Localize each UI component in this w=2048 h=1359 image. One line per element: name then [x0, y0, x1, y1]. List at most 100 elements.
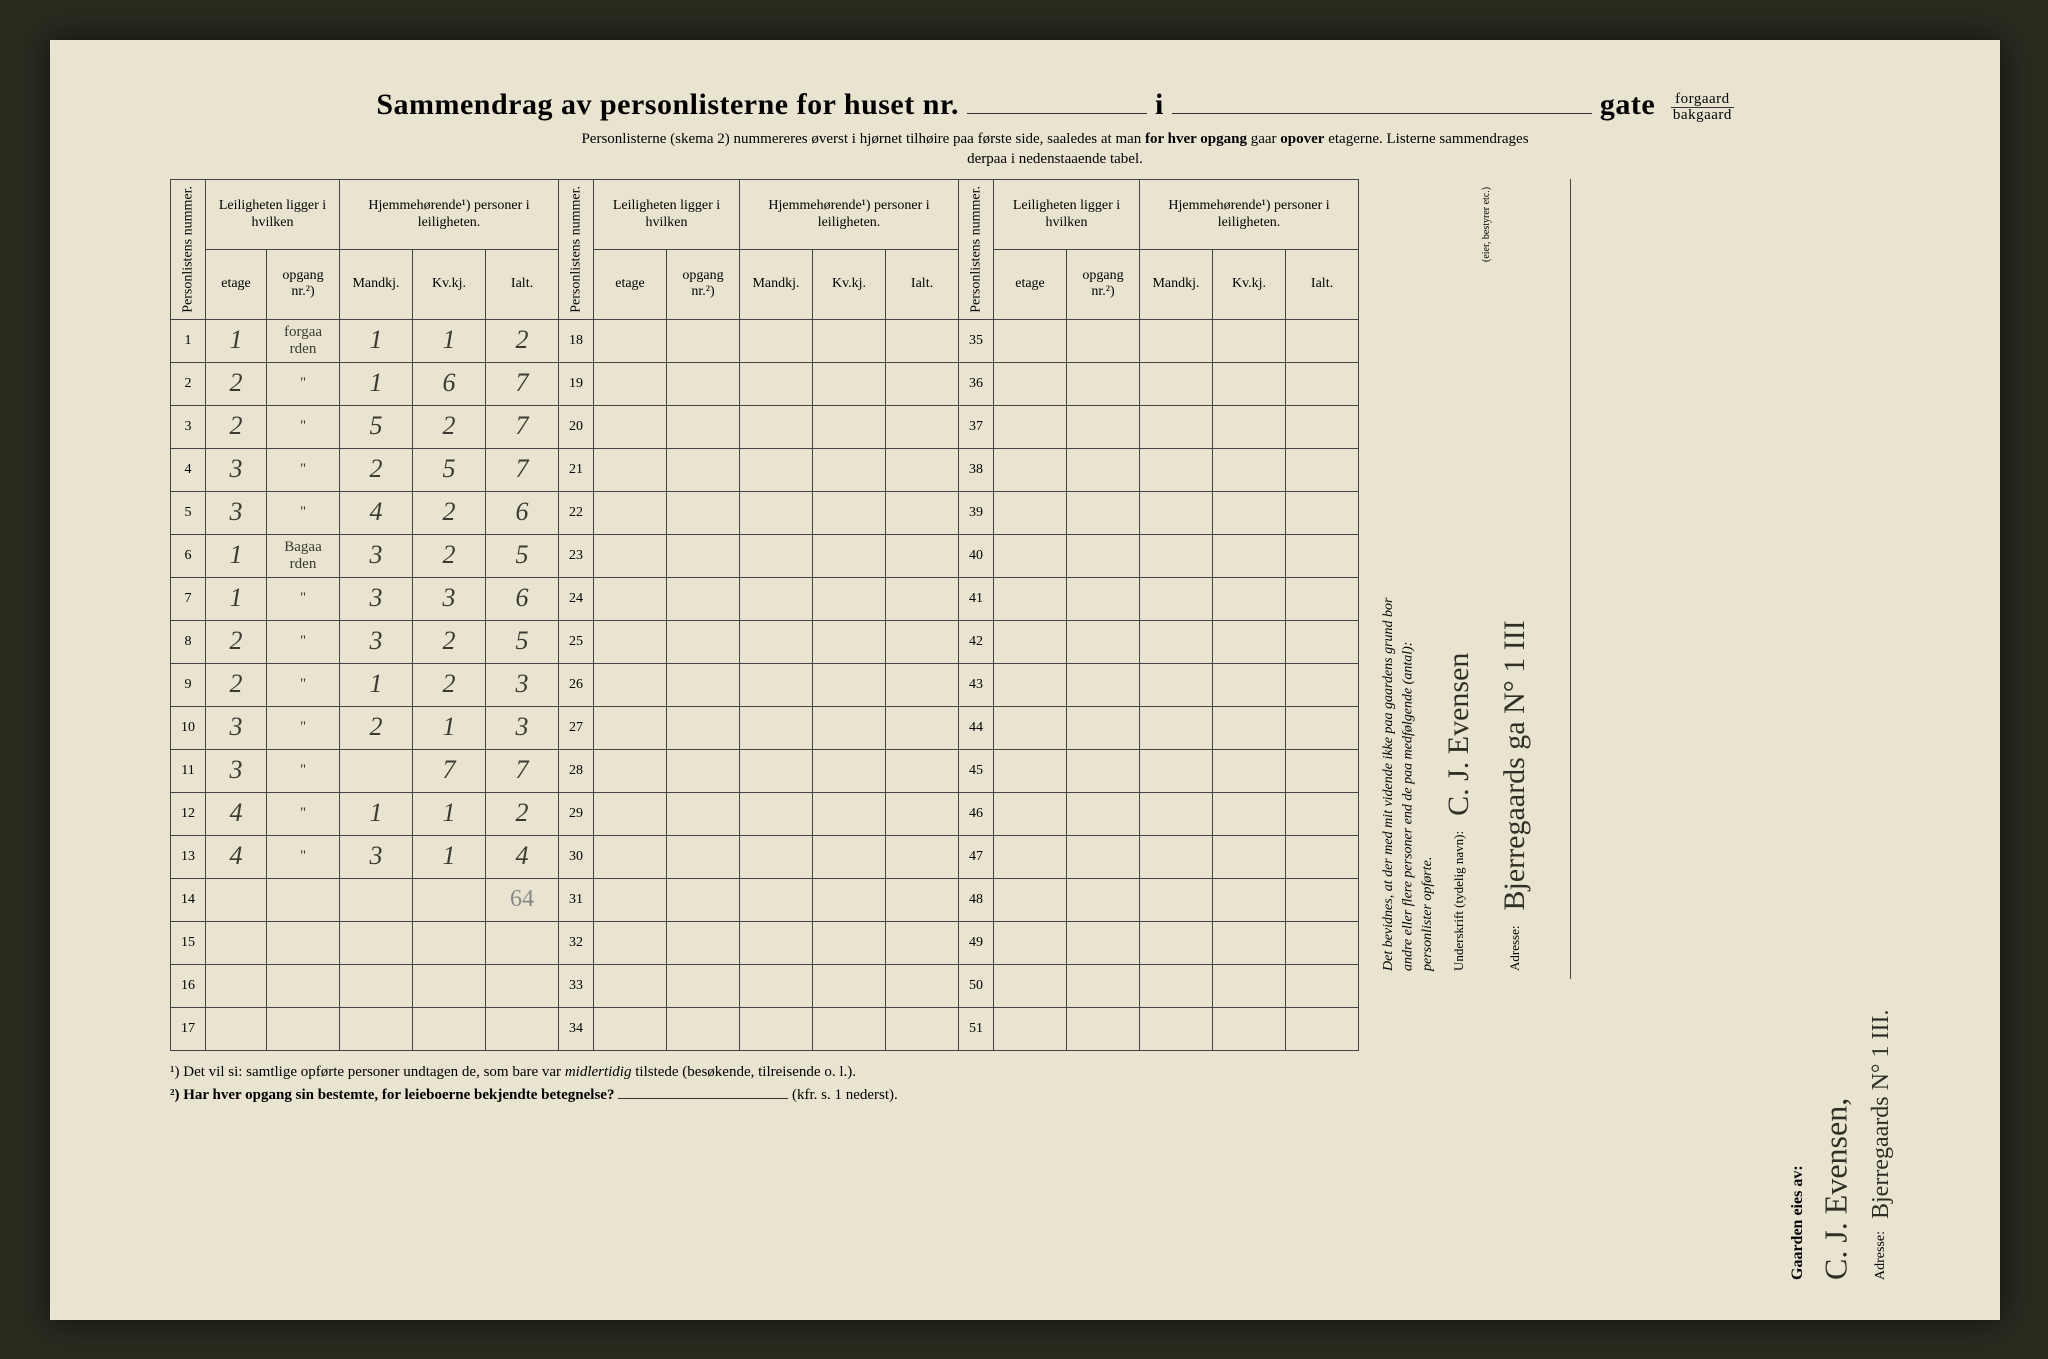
- cell: [740, 362, 813, 405]
- cell: [1067, 706, 1140, 749]
- table-head: Personlistens nummer. Leiligheten ligger…: [171, 180, 1359, 320]
- cell: [886, 577, 959, 620]
- cell: [667, 706, 740, 749]
- cell: 22: [559, 491, 594, 534]
- cell: [1213, 706, 1286, 749]
- eier-note: (eier, bestyrer etc.): [1480, 187, 1494, 971]
- cell: 6: [171, 534, 206, 577]
- cell: 48: [959, 878, 994, 921]
- cell: ": [267, 792, 340, 835]
- cell: [1067, 319, 1140, 362]
- cell: ": [267, 663, 340, 706]
- cell: [1140, 534, 1213, 577]
- cell: 5: [413, 448, 486, 491]
- cell: [1286, 362, 1359, 405]
- cell-value: 1: [443, 712, 456, 741]
- head-leiligheten-2: Leiligheten ligger i hvilken: [594, 180, 740, 250]
- cell: [340, 878, 413, 921]
- cell: [1286, 964, 1359, 1007]
- cell: [594, 921, 667, 964]
- cell-value: 3: [370, 626, 383, 655]
- subtitle-1b: gaar: [1251, 131, 1277, 147]
- cell: [1067, 921, 1140, 964]
- head-mandkj-2: Mandkj.: [740, 250, 813, 320]
- pencil-total: 64: [510, 886, 534, 912]
- cell: [740, 663, 813, 706]
- cell: 4: [206, 835, 267, 878]
- head-personlistens-2: Personlistens nummer.: [559, 180, 594, 320]
- cell-value: 6: [443, 368, 456, 397]
- table-row: 61Bagaa rden3252340: [171, 534, 1359, 577]
- cell: 2: [413, 534, 486, 577]
- cell: [994, 448, 1067, 491]
- cell: [813, 835, 886, 878]
- cell: 45: [959, 749, 994, 792]
- cell: [1286, 491, 1359, 534]
- cell-value: 7: [516, 755, 529, 784]
- cell: [886, 964, 959, 1007]
- cell: [813, 362, 886, 405]
- subtitle-bold2: opover: [1280, 131, 1324, 147]
- cell: 32: [559, 921, 594, 964]
- cell: [886, 878, 959, 921]
- cell: [1140, 620, 1213, 663]
- cell: 3: [486, 663, 559, 706]
- cell: [1286, 405, 1359, 448]
- cell-value: 5: [370, 411, 383, 440]
- cell: 39: [959, 491, 994, 534]
- cell: [594, 792, 667, 835]
- cell: 1: [206, 319, 267, 362]
- cell: [1067, 792, 1140, 835]
- cell: 1: [413, 319, 486, 362]
- cell: 43: [959, 663, 994, 706]
- head-hjemme-1: Hjemmehørende¹) personer i leiligheten.: [340, 180, 559, 250]
- cell: [813, 792, 886, 835]
- cell: [1286, 1007, 1359, 1050]
- cell-value: 1: [443, 325, 456, 354]
- cell: [1140, 577, 1213, 620]
- cell: [1213, 663, 1286, 706]
- head-hjemme-2: Hjemmehørende¹) personer i leiligheten.: [740, 180, 959, 250]
- table-row: 153249: [171, 921, 1359, 964]
- cell: [1286, 577, 1359, 620]
- cell-value: 11: [181, 763, 194, 778]
- table-row: 113"772845: [171, 749, 1359, 792]
- cell-value: 2: [370, 454, 383, 483]
- cell: [1067, 1007, 1140, 1050]
- cell: [594, 577, 667, 620]
- cell: [994, 405, 1067, 448]
- cell-value: 5: [185, 505, 192, 520]
- head-opgang-3: opgang nr.²): [1067, 250, 1140, 320]
- cell: 3: [206, 448, 267, 491]
- head-opgang-2: opgang nr.²): [667, 250, 740, 320]
- cell: 2: [206, 362, 267, 405]
- cell: [206, 1007, 267, 1050]
- cell: [994, 706, 1067, 749]
- cell: 36: [959, 362, 994, 405]
- cell: 2: [413, 620, 486, 663]
- fn2-a: ²) Har hver opgang sin bestemte, for lei…: [170, 1087, 614, 1103]
- document-page: Sammendrag av personlisterne for huset n…: [50, 40, 2000, 1320]
- sidebar-adresse-label: Adresse:: [1507, 926, 1522, 972]
- table-row: 163350: [171, 964, 1359, 1007]
- cell-value: 2: [230, 626, 243, 655]
- head-etage-1: etage: [206, 250, 267, 320]
- cell-value: 5: [516, 540, 529, 569]
- table-row: 82"3252542: [171, 620, 1359, 663]
- cell: [1213, 835, 1286, 878]
- cell-value: 2: [230, 669, 243, 698]
- cell: [994, 491, 1067, 534]
- cell: [994, 878, 1067, 921]
- cell: [1213, 878, 1286, 921]
- cell-value: 7: [516, 454, 529, 483]
- cell: [594, 706, 667, 749]
- head-ialt-2: Ialt.: [886, 250, 959, 320]
- cell: [886, 620, 959, 663]
- cell: 11: [171, 749, 206, 792]
- cell: [740, 749, 813, 792]
- head-mandkj-1: Mandkj.: [340, 250, 413, 320]
- cell: [1213, 921, 1286, 964]
- fn2-blank: [618, 1083, 788, 1099]
- cell: [206, 878, 267, 921]
- cell: 9: [171, 663, 206, 706]
